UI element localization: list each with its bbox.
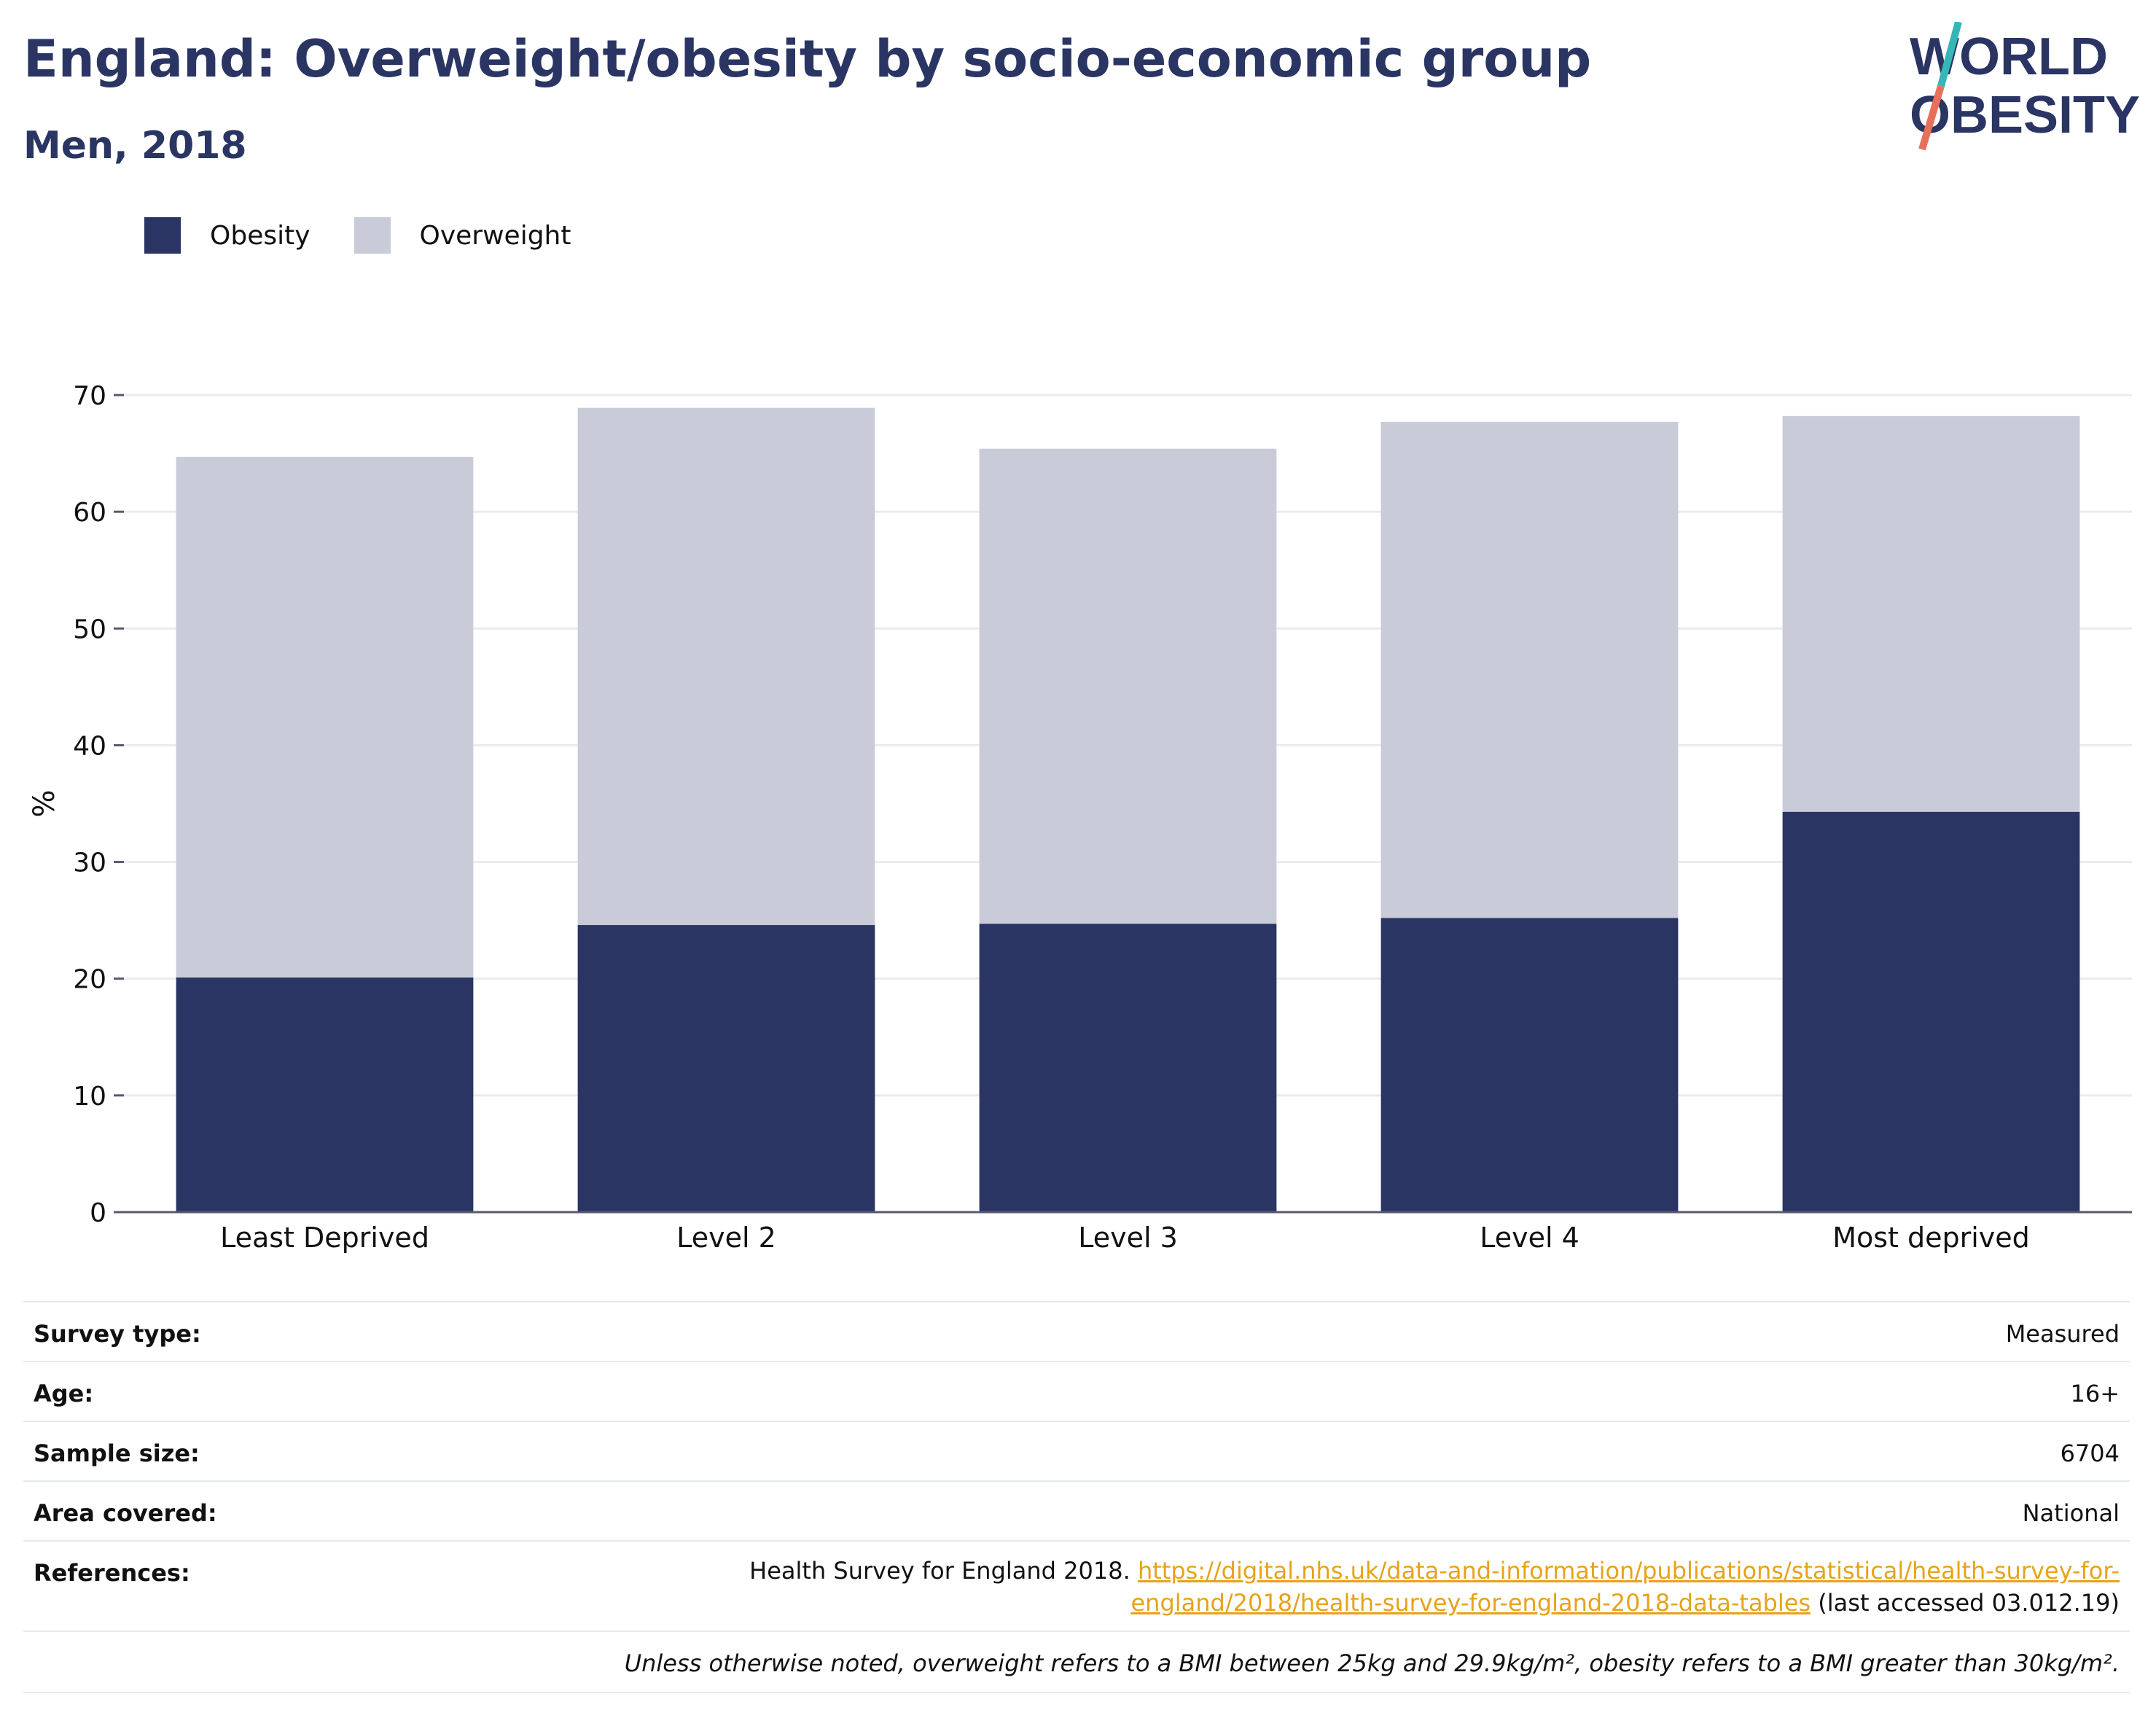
chart-subtitle: Men, 2018 — [23, 124, 247, 168]
legend-swatch-overweight — [354, 217, 391, 254]
survey-type-value: Measured — [2005, 1320, 2120, 1348]
chart-title: England: Overweight/obesity by socio-eco… — [23, 29, 1592, 89]
references-link-line2[interactable]: england/2018/health-survey-for-england-2… — [1130, 1589, 1811, 1617]
sample-size-label: Sample size: — [34, 1440, 200, 1467]
y-axis-label: % — [28, 789, 61, 817]
y-tick-label: 50 — [73, 614, 106, 644]
survey-type-label: Survey type: — [34, 1320, 201, 1348]
bar-overweight-level-4[interactable] — [1380, 421, 1679, 918]
x-tick-label: Least Deprived — [220, 1222, 429, 1254]
logo-slash-bottom — [1918, 85, 1945, 151]
chart-legend: Obesity Overweight — [144, 217, 614, 254]
references-prefix: Health Survey for England 2018. — [749, 1557, 1138, 1585]
logo-line2: OBESITY — [1910, 86, 2140, 144]
info-row-note: Unless otherwise noted, overweight refer… — [23, 1630, 2130, 1693]
bar-obesity-level-4[interactable] — [1380, 918, 1679, 1212]
legend-label-obesity: Obesity — [210, 220, 310, 251]
references-value: Health Survey for England 2018. https://… — [749, 1555, 2120, 1619]
area-value: National — [2022, 1499, 2120, 1527]
y-tick-label: 0 — [90, 1198, 106, 1228]
bar-obesity-level-3[interactable] — [979, 923, 1277, 1212]
info-row-area: Area covered: National — [23, 1480, 2130, 1540]
x-tick-label: Level 4 — [1480, 1222, 1579, 1254]
x-tick-label: Level 2 — [676, 1222, 776, 1254]
legend-item-overweight[interactable]: Overweight — [354, 217, 571, 254]
age-label: Age: — [34, 1380, 94, 1407]
x-tick-label: Level 3 — [1078, 1222, 1178, 1254]
bar-overweight-level-3[interactable] — [979, 448, 1277, 924]
age-value: 16+ — [2070, 1380, 2120, 1407]
legend-item-obesity[interactable]: Obesity — [144, 217, 310, 254]
legend-swatch-obesity — [144, 217, 181, 254]
stacked-bar-chart: 0 10 20 30 40 50 60 70% Least Deprived Level 2 Lev… — [28, 381, 2132, 1254]
bar-obesity-most-deprived[interactable] — [1782, 811, 2080, 1212]
sample-size-value: 6704 — [2060, 1440, 2120, 1467]
logo-line1: WORLD — [1910, 28, 2108, 86]
bar-overweight-most-deprived[interactable] — [1782, 415, 2080, 812]
world-obesity-logo: WORLD OBESITY — [1910, 22, 2140, 151]
y-tick-label: 70 — [73, 381, 106, 411]
bar-obesity-level-2[interactable] — [577, 925, 875, 1212]
references-label: References: — [34, 1559, 190, 1587]
area-label: Area covered: — [34, 1499, 217, 1527]
info-row-survey-type: Survey type: Measured — [23, 1301, 2130, 1361]
bar-obesity-least-deprived[interactable] — [176, 977, 474, 1212]
info-row-age: Age: 16+ — [23, 1361, 2130, 1421]
y-tick-label: 40 — [73, 731, 106, 761]
survey-info-table: Survey type: Measured Age: 16+ Sample si… — [23, 1301, 2130, 1693]
info-row-sample-size: Sample size: 6704 — [23, 1421, 2130, 1480]
y-tick-label: 20 — [73, 965, 106, 995]
y-tick-label: 30 — [73, 848, 106, 878]
logo-slash-top — [1937, 22, 1962, 87]
y-tick-label: 60 — [73, 498, 106, 528]
bmi-definition-note: Unless otherwise noted, overweight refer… — [624, 1649, 2120, 1677]
legend-label-overweight: Overweight — [419, 220, 571, 251]
references-suffix: (last accessed 03.012.19) — [1811, 1589, 2120, 1617]
bar-overweight-least-deprived[interactable] — [176, 456, 474, 978]
x-tick-label: Most deprived — [1832, 1222, 2030, 1254]
references-link-line1[interactable]: https://digital.nhs.uk/data-and-informat… — [1137, 1557, 2120, 1585]
y-tick-label: 10 — [73, 1082, 106, 1112]
bar-overweight-level-2[interactable] — [577, 407, 875, 926]
info-row-references: References: Health Survey for England 20… — [23, 1540, 2130, 1630]
